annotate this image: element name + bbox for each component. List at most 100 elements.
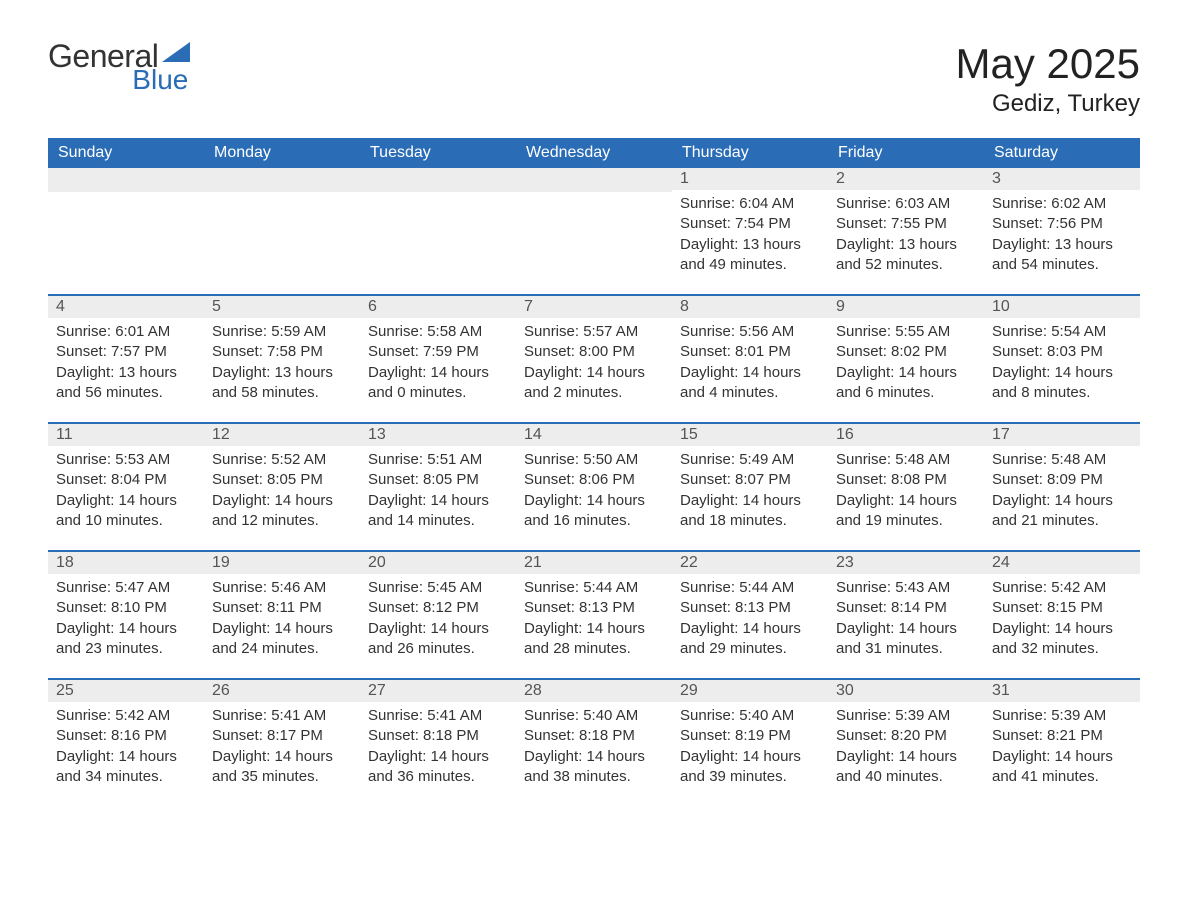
sunrise-line: Sunrise: 5:44 AM [680, 578, 820, 598]
calendar-cell: 3Sunrise: 6:02 AMSunset: 7:56 PMDaylight… [984, 168, 1140, 288]
sunrise-line: Sunrise: 5:49 AM [680, 450, 820, 470]
daylight-line: Daylight: 14 hours and 31 minutes. [836, 619, 976, 660]
sunrise-line: Sunrise: 5:53 AM [56, 450, 196, 470]
calendar-cell: 17Sunrise: 5:48 AMSunset: 8:09 PMDayligh… [984, 424, 1140, 544]
day-content: Sunrise: 5:49 AMSunset: 8:07 PMDaylight:… [672, 446, 828, 539]
day-number: 4 [48, 296, 204, 318]
day-number: 19 [204, 552, 360, 574]
sunset-line: Sunset: 8:00 PM [524, 342, 664, 362]
sunset-line: Sunset: 8:01 PM [680, 342, 820, 362]
calendar-cell: 29Sunrise: 5:40 AMSunset: 8:19 PMDayligh… [672, 680, 828, 800]
logo: General Blue [48, 40, 190, 94]
sunset-line: Sunset: 8:11 PM [212, 598, 352, 618]
sunrise-line: Sunrise: 5:56 AM [680, 322, 820, 342]
sunrise-line: Sunrise: 6:01 AM [56, 322, 196, 342]
day-content: Sunrise: 5:40 AMSunset: 8:18 PMDaylight:… [516, 702, 672, 795]
calendar-cell: 20Sunrise: 5:45 AMSunset: 8:12 PMDayligh… [360, 552, 516, 672]
sunrise-line: Sunrise: 5:57 AM [524, 322, 664, 342]
day-content: Sunrise: 5:44 AMSunset: 8:13 PMDaylight:… [672, 574, 828, 667]
sunset-line: Sunset: 8:07 PM [680, 470, 820, 490]
sunset-line: Sunset: 8:04 PM [56, 470, 196, 490]
sunset-line: Sunset: 8:18 PM [524, 726, 664, 746]
daylight-line: Daylight: 14 hours and 6 minutes. [836, 363, 976, 404]
day-content: Sunrise: 5:56 AMSunset: 8:01 PMDaylight:… [672, 318, 828, 411]
dayheader: Tuesday [360, 138, 516, 168]
day-number: 13 [360, 424, 516, 446]
sunset-line: Sunset: 8:05 PM [368, 470, 508, 490]
daylight-line: Daylight: 14 hours and 8 minutes. [992, 363, 1132, 404]
sunrise-line: Sunrise: 5:59 AM [212, 322, 352, 342]
day-number: 5 [204, 296, 360, 318]
daylight-line: Daylight: 14 hours and 18 minutes. [680, 491, 820, 532]
sunrise-line: Sunrise: 5:48 AM [992, 450, 1132, 470]
calendar-cell [516, 168, 672, 288]
daylight-line: Daylight: 14 hours and 29 minutes. [680, 619, 820, 660]
sunrise-line: Sunrise: 5:55 AM [836, 322, 976, 342]
daylight-line: Daylight: 14 hours and 38 minutes. [524, 747, 664, 788]
day-number: 25 [48, 680, 204, 702]
sunrise-line: Sunrise: 5:42 AM [56, 706, 196, 726]
day-content: Sunrise: 5:39 AMSunset: 8:21 PMDaylight:… [984, 702, 1140, 795]
calendar-cell: 5 Sunrise: 5:59 AMSunset: 7:58 PMDaylight… [204, 296, 360, 416]
calendar-cell: 27Sunrise: 5:41 AMSunset: 8:18 PMDayligh… [360, 680, 516, 800]
calendar-cell: 26Sunrise: 5:41 AMSunset: 8:17 PMDayligh… [204, 680, 360, 800]
sunset-line: Sunset: 8:19 PM [680, 726, 820, 746]
sunset-line: Sunset: 7:59 PM [368, 342, 508, 362]
calendar-cell: 16Sunrise: 5:48 AMSunset: 8:08 PMDayligh… [828, 424, 984, 544]
sunrise-line: Sunrise: 5:46 AM [212, 578, 352, 598]
sunset-line: Sunset: 8:10 PM [56, 598, 196, 618]
sunset-line: Sunset: 8:06 PM [524, 470, 664, 490]
day-content: Sunrise: 5:39 AMSunset: 8:20 PMDaylight:… [828, 702, 984, 795]
day-content: Sunrise: 5:53 AMSunset: 8:04 PMDaylight:… [48, 446, 204, 539]
dayheader: Wednesday [516, 138, 672, 168]
daylight-line: Daylight: 13 hours and 56 minutes. [56, 363, 196, 404]
day-content: Sunrise: 5:58 AMSunset: 7:59 PMDaylight:… [360, 318, 516, 411]
calendar-cell: 21Sunrise: 5:44 AMSunset: 8:13 PMDayligh… [516, 552, 672, 672]
day-content: Sunrise: 5:48 AMSunset: 8:08 PMDaylight:… [828, 446, 984, 539]
dayheader-row: SundayMondayTuesdayWednesdayThursdayFrid… [48, 138, 1140, 168]
daylight-line: Daylight: 14 hours and 35 minutes. [212, 747, 352, 788]
day-number: 8 [672, 296, 828, 318]
daylight-line: Daylight: 14 hours and 14 minutes. [368, 491, 508, 532]
day-number: 15 [672, 424, 828, 446]
sunrise-line: Sunrise: 6:03 AM [836, 194, 976, 214]
sunrise-line: Sunrise: 5:58 AM [368, 322, 508, 342]
calendar-cell: 1Sunrise: 6:04 AMSunset: 7:54 PMDaylight… [672, 168, 828, 288]
day-content: Sunrise: 5:57 AMSunset: 8:00 PMDaylight:… [516, 318, 672, 411]
day-number: 10 [984, 296, 1140, 318]
day-content: Sunrise: 5:52 AMSunset: 8:05 PMDaylight:… [204, 446, 360, 539]
day-content: Sunrise: 5:46 AMSunset: 8:11 PMDaylight:… [204, 574, 360, 667]
sunset-line: Sunset: 8:16 PM [56, 726, 196, 746]
day-number: 16 [828, 424, 984, 446]
daylight-line: Daylight: 14 hours and 10 minutes. [56, 491, 196, 532]
calendar-cell: 11Sunrise: 5:53 AMSunset: 8:04 PMDayligh… [48, 424, 204, 544]
sunset-line: Sunset: 8:17 PM [212, 726, 352, 746]
sunset-line: Sunset: 8:13 PM [524, 598, 664, 618]
sunrise-line: Sunrise: 5:42 AM [992, 578, 1132, 598]
daylight-line: Daylight: 14 hours and 34 minutes. [56, 747, 196, 788]
day-content: Sunrise: 6:03 AMSunset: 7:55 PMDaylight:… [828, 190, 984, 283]
day-number [516, 168, 672, 192]
sunset-line: Sunset: 7:56 PM [992, 214, 1132, 234]
day-number: 17 [984, 424, 1140, 446]
daylight-line: Daylight: 14 hours and 24 minutes. [212, 619, 352, 660]
sunrise-line: Sunrise: 5:48 AM [836, 450, 976, 470]
logo-text-blue: Blue [48, 66, 190, 94]
day-number: 7 [516, 296, 672, 318]
sunset-line: Sunset: 8:12 PM [368, 598, 508, 618]
dayheader: Saturday [984, 138, 1140, 168]
sunrise-line: Sunrise: 5:41 AM [368, 706, 508, 726]
header: General Blue May 2025 Gediz, Turkey [48, 40, 1140, 118]
daylight-line: Daylight: 14 hours and 32 minutes. [992, 619, 1132, 660]
daylight-line: Daylight: 14 hours and 2 minutes. [524, 363, 664, 404]
calendar-cell: 2Sunrise: 6:03 AMSunset: 7:55 PMDaylight… [828, 168, 984, 288]
sunset-line: Sunset: 8:05 PM [212, 470, 352, 490]
sunset-line: Sunset: 7:58 PM [212, 342, 352, 362]
day-content: Sunrise: 5:41 AMSunset: 8:17 PMDaylight:… [204, 702, 360, 795]
day-number: 26 [204, 680, 360, 702]
daylight-line: Daylight: 13 hours and 58 minutes. [212, 363, 352, 404]
day-content: Sunrise: 5:41 AMSunset: 8:18 PMDaylight:… [360, 702, 516, 795]
calendar-cell: 30Sunrise: 5:39 AMSunset: 8:20 PMDayligh… [828, 680, 984, 800]
calendar-week: 18Sunrise: 5:47 AMSunset: 8:10 PMDayligh… [48, 550, 1140, 672]
sunset-line: Sunset: 8:03 PM [992, 342, 1132, 362]
